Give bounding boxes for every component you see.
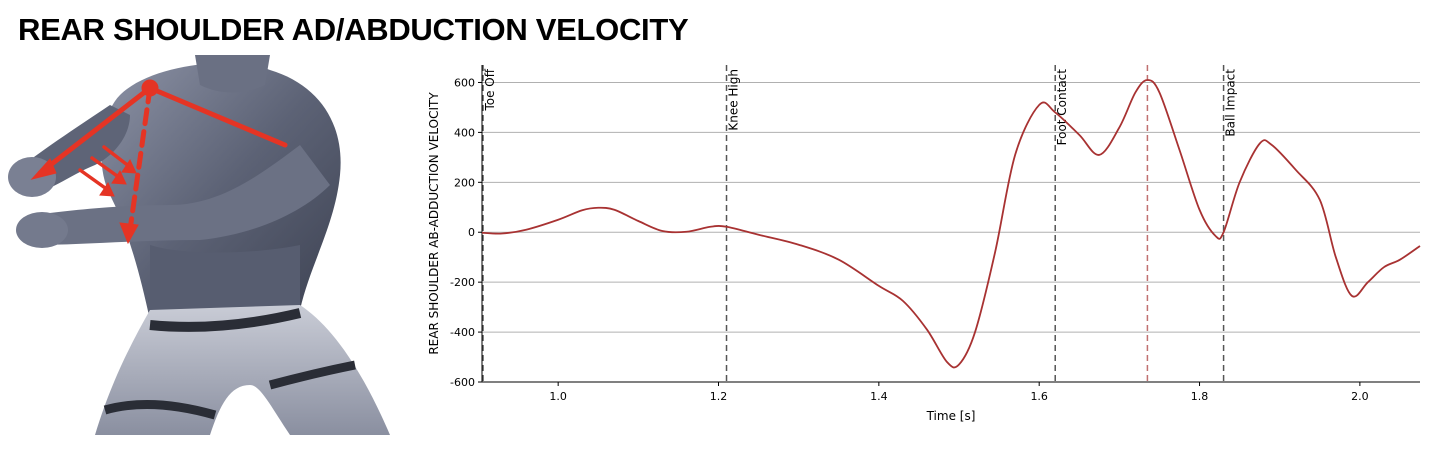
abdomen-shape [150, 245, 300, 325]
y-tick-label: 200 [454, 176, 475, 189]
x-tick-label: 1.2 [710, 390, 728, 403]
event-label: Foot Contact [1055, 69, 1069, 146]
neck-shape [195, 55, 270, 93]
motion-arrows [30, 79, 288, 245]
event-markers: Toe Off Knee High Foot Contact Ball Impact [482, 65, 1238, 382]
page-title: REAR SHOULDER AD/ABDUCTION VELOCITY [18, 12, 689, 47]
hand-shape [16, 212, 68, 248]
y-tick-label: -400 [450, 326, 475, 339]
leg-band [103, 400, 217, 420]
series-line [481, 79, 1421, 369]
y-axis-label: REAR SHOULDER AB-ADDUCTION VELOCITY [427, 92, 441, 355]
event-label: Knee High [727, 69, 741, 131]
x-tick-label: 1.0 [549, 390, 567, 403]
x-tick-label: 1.6 [1030, 390, 1048, 403]
event-label: Toe Off [483, 68, 497, 111]
x-tick-label: 2.0 [1351, 390, 1369, 403]
velocity-line-chart: Toe Off Knee High Foot Contact Ball Impact … [427, 65, 1421, 423]
event-label: Ball Impact [1224, 69, 1238, 137]
lead-arm-shape [20, 145, 330, 245]
y-tick-label: 400 [454, 126, 475, 139]
x-tick-label: 1.8 [1191, 390, 1209, 403]
waistband [149, 308, 302, 332]
x-axis-label: Time [s] [926, 409, 976, 423]
y-tick-label: -600 [450, 376, 475, 389]
shoulder-abduction-figure [8, 55, 390, 435]
leg-band [268, 360, 356, 390]
y-tick-label: 0 [468, 226, 475, 239]
y-tick-label: -200 [450, 276, 475, 289]
grid-lines [482, 81, 1420, 383]
y-tick-label: 600 [454, 76, 475, 89]
series-layer [481, 79, 1421, 369]
x-tick-label: 1.4 [870, 390, 888, 403]
axes: -600 -400 -200 0 200 400 600 1.0 1.2 1.4 1.6 1.8 2.0 [450, 65, 1420, 403]
